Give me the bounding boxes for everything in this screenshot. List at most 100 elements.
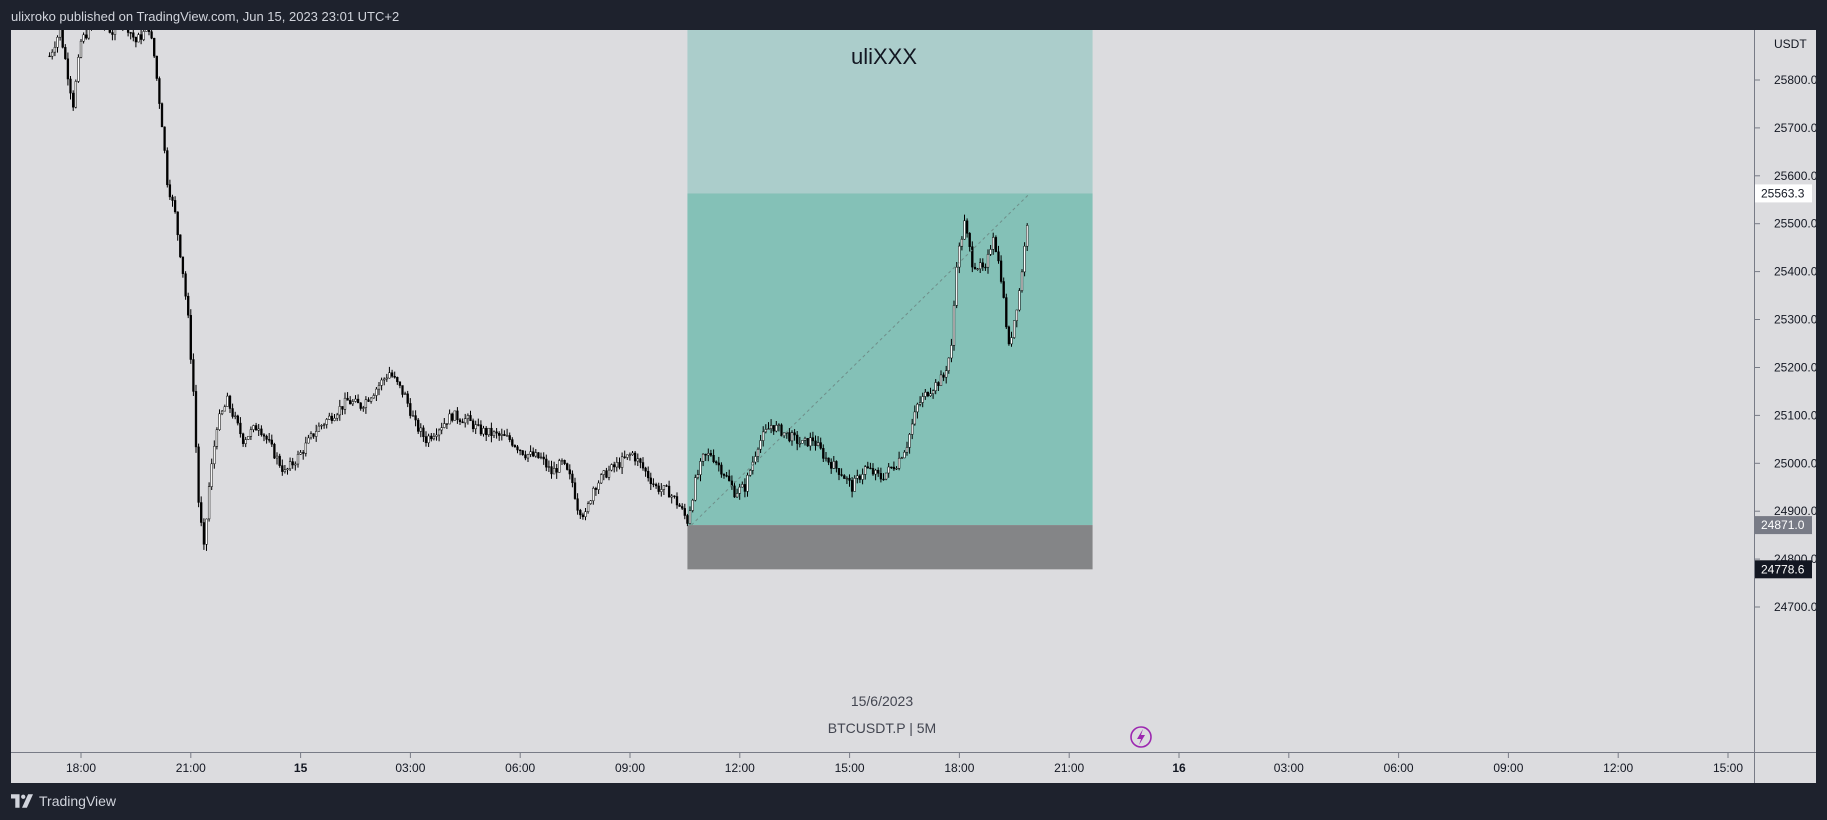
candle-body — [511, 439, 514, 446]
candle-body — [338, 406, 341, 416]
candle-body — [1026, 225, 1029, 247]
candle-body — [492, 431, 496, 436]
candle-body — [871, 468, 875, 475]
candle-body — [304, 442, 307, 454]
candle-body — [257, 428, 260, 431]
candle-body — [934, 382, 937, 391]
candle-body — [767, 428, 770, 430]
candle-body — [741, 484, 744, 488]
candle-body — [87, 30, 90, 39]
candle-body — [218, 413, 221, 430]
candle-body — [213, 446, 216, 465]
candle-body — [843, 475, 846, 479]
y-axis[interactable]: 25800.0 25700.0 25600.0 25500.0 25400.0 25300… — [1755, 73, 1816, 614]
candle-body — [704, 453, 707, 456]
candle-body — [341, 406, 344, 410]
candle-body — [147, 30, 151, 32]
candle-body — [205, 518, 208, 545]
candle-body — [1018, 290, 1021, 311]
candle-body — [649, 477, 652, 485]
publish-header: ulixroko published on TradingView.com, J… — [0, 0, 1827, 30]
candle-body — [916, 403, 919, 413]
candle-body — [594, 488, 598, 490]
footer: TradingView — [0, 783, 1827, 820]
candles-group — [48, 30, 1029, 551]
candle-body — [576, 498, 579, 511]
candle-body — [495, 431, 498, 434]
candle-body — [830, 462, 833, 469]
currency-label: USDT — [1774, 37, 1807, 51]
price-badge — [1755, 516, 1812, 535]
candle-body — [717, 462, 720, 466]
candle-body — [631, 452, 634, 456]
x-tick-label: 12:00 — [1603, 761, 1633, 775]
candle-body — [375, 388, 378, 396]
candle-body — [782, 432, 786, 437]
candle-body — [398, 381, 402, 386]
candle-body — [780, 424, 783, 437]
candle-body — [312, 433, 315, 437]
y-tick-label: 25200.0 — [1774, 361, 1816, 375]
candle-body — [678, 504, 681, 507]
candle-body — [437, 429, 441, 436]
candle-body — [477, 424, 480, 426]
candle-body — [903, 451, 906, 459]
flash-icon[interactable] — [1130, 726, 1152, 748]
candle-body — [453, 410, 456, 421]
candle-body — [738, 486, 741, 494]
candle-body — [69, 78, 72, 94]
candle-body — [986, 254, 990, 268]
candle-body — [210, 463, 213, 487]
candle-body — [636, 458, 639, 462]
candle-body — [994, 237, 998, 253]
candle-body — [406, 393, 409, 404]
candle-body — [244, 439, 247, 444]
candle-body — [908, 434, 911, 448]
y-tick-label: 25000.0 — [1774, 456, 1816, 470]
candle-body — [435, 434, 438, 437]
x-tick-label: 09:00 — [615, 761, 645, 775]
chart-frame[interactable]: uliXXX 15/6/2023 BTCUSDT.P | 5M USDT 258… — [11, 30, 1816, 783]
candle-body — [806, 438, 809, 447]
candle-body — [320, 425, 323, 427]
x-tick-label: 21:00 — [1054, 761, 1084, 775]
candle-body — [236, 415, 239, 424]
candle-body — [487, 427, 490, 436]
candle-body — [469, 415, 472, 422]
candle-body — [709, 453, 713, 456]
candle-body — [890, 466, 893, 469]
candle-body — [166, 150, 169, 186]
candle-body — [725, 475, 728, 477]
candle-body — [586, 503, 590, 512]
candle-body — [850, 480, 854, 492]
candle-body — [288, 461, 292, 470]
candle-body — [762, 431, 765, 441]
candle-body — [589, 500, 592, 504]
annotation-text[interactable]: uliXXX — [851, 44, 917, 69]
tradingview-brand[interactable]: TradingView — [11, 793, 116, 809]
candle-body — [537, 452, 540, 459]
x-axis[interactable]: 18:00 21:00 15 03:00 06:00 09:00 12:00 15:00 18:… — [66, 753, 1743, 775]
candle-body — [322, 424, 326, 426]
candle-body — [72, 92, 75, 108]
candle-body — [356, 398, 360, 404]
candle-body — [503, 434, 506, 437]
candle-body — [720, 464, 723, 475]
candle-body — [824, 457, 828, 460]
candle-body — [134, 37, 138, 43]
price-badge-label: 24778.6 — [1761, 562, 1805, 576]
candle-body — [1010, 337, 1013, 345]
price-badge — [1755, 184, 1812, 203]
candle-body — [56, 36, 59, 48]
candle-body — [61, 30, 64, 48]
candle-body — [451, 413, 454, 421]
candle-body — [683, 508, 686, 516]
chart-canvas[interactable]: uliXXX 15/6/2023 BTCUSDT.P | 5M USDT 258… — [11, 30, 1816, 783]
candle-body — [471, 420, 475, 430]
candle-body — [547, 466, 551, 468]
candle-body — [181, 256, 185, 274]
candle-body — [158, 78, 161, 104]
candle-body — [756, 448, 760, 457]
candle-body — [223, 406, 226, 412]
candle-body — [77, 57, 80, 82]
